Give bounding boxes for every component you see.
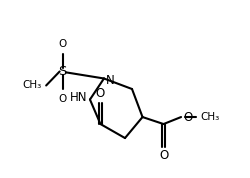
Text: O: O xyxy=(96,87,105,100)
Text: S: S xyxy=(58,65,67,78)
Text: CH₃: CH₃ xyxy=(200,112,219,122)
Text: O: O xyxy=(159,150,168,163)
Text: O: O xyxy=(183,111,192,124)
Text: N: N xyxy=(106,74,115,87)
Text: O: O xyxy=(59,39,67,49)
Text: O: O xyxy=(59,94,67,104)
Text: CH₃: CH₃ xyxy=(22,80,42,90)
Text: HN: HN xyxy=(70,91,88,104)
